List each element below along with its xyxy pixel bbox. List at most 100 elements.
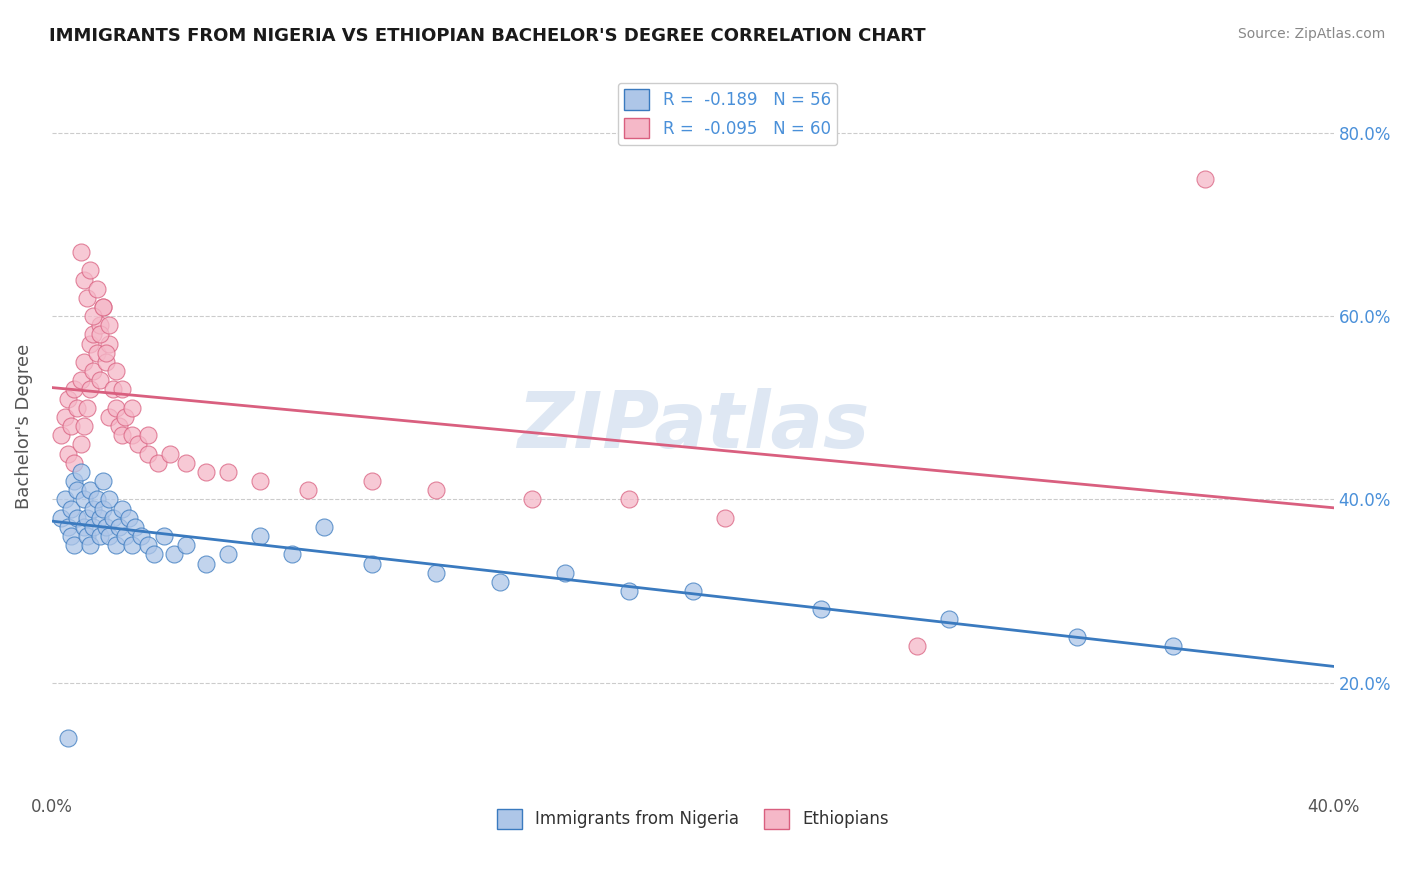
Point: [127, 437, 149, 451]
Point: [98, 492, 121, 507]
Point: [82, 520, 104, 534]
Point: [89, 318, 111, 333]
Point: [66, 483, 89, 498]
Point: [143, 548, 166, 562]
Legend: Immigrants from Nigeria, Ethiopians: Immigrants from Nigeria, Ethiopians: [489, 802, 896, 836]
Point: [617, 584, 640, 599]
Point: [82, 327, 104, 342]
Point: [121, 401, 143, 415]
Point: [98, 336, 121, 351]
Point: [121, 428, 143, 442]
Point: [361, 557, 384, 571]
Text: ZIPatlas: ZIPatlas: [516, 388, 869, 464]
Point: [131, 529, 153, 543]
Point: [69, 465, 91, 479]
Point: [91, 474, 114, 488]
Point: [489, 574, 512, 589]
Point: [53, 492, 76, 507]
Point: [63, 383, 86, 397]
Point: [56, 392, 79, 406]
Point: [79, 483, 101, 498]
Point: [76, 401, 98, 415]
Point: [118, 510, 141, 524]
Point: [63, 474, 86, 488]
Point: [361, 474, 384, 488]
Point: [136, 428, 159, 442]
Point: [111, 383, 134, 397]
Point: [162, 548, 184, 562]
Point: [522, 492, 544, 507]
Point: [73, 492, 96, 507]
Point: [314, 520, 336, 534]
Point: [553, 566, 575, 580]
Point: [194, 557, 217, 571]
Point: [617, 492, 640, 507]
Point: [89, 510, 111, 524]
Point: [98, 318, 121, 333]
Point: [114, 529, 136, 543]
Point: [59, 501, 82, 516]
Point: [111, 501, 134, 516]
Point: [810, 602, 832, 616]
Point: [194, 465, 217, 479]
Point: [73, 355, 96, 369]
Point: [82, 309, 104, 323]
Point: [176, 538, 198, 552]
Point: [79, 383, 101, 397]
Point: [59, 529, 82, 543]
Point: [96, 346, 118, 360]
Point: [98, 409, 121, 424]
Point: [297, 483, 319, 498]
Point: [713, 510, 735, 524]
Point: [56, 731, 79, 745]
Point: [53, 409, 76, 424]
Point: [69, 245, 91, 260]
Point: [69, 437, 91, 451]
Point: [176, 456, 198, 470]
Point: [76, 529, 98, 543]
Point: [104, 538, 127, 552]
Point: [96, 355, 118, 369]
Point: [66, 510, 89, 524]
Point: [114, 409, 136, 424]
Point: [91, 300, 114, 314]
Point: [79, 263, 101, 277]
Point: [91, 501, 114, 516]
Point: [89, 327, 111, 342]
Point: [56, 447, 79, 461]
Point: [51, 428, 73, 442]
Point: [76, 510, 98, 524]
Point: [153, 529, 176, 543]
Point: [104, 364, 127, 378]
Text: IMMIGRANTS FROM NIGERIA VS ETHIOPIAN BACHELOR'S DEGREE CORRELATION CHART: IMMIGRANTS FROM NIGERIA VS ETHIOPIAN BAC…: [49, 27, 925, 45]
Point: [63, 456, 86, 470]
Point: [1163, 639, 1185, 653]
Point: [425, 566, 447, 580]
Point: [101, 383, 124, 397]
Point: [121, 538, 143, 552]
Text: Source: ZipAtlas.com: Source: ZipAtlas.com: [1237, 27, 1385, 41]
Point: [79, 336, 101, 351]
Point: [89, 529, 111, 543]
Point: [136, 538, 159, 552]
Point: [682, 584, 704, 599]
Point: [217, 465, 239, 479]
Point: [69, 373, 91, 387]
Point: [51, 510, 73, 524]
Point: [76, 291, 98, 305]
Point: [73, 520, 96, 534]
Point: [82, 364, 104, 378]
Point: [98, 529, 121, 543]
Point: [1066, 630, 1088, 644]
Point: [79, 538, 101, 552]
Point: [425, 483, 447, 498]
Point: [249, 529, 271, 543]
Point: [905, 639, 928, 653]
Point: [96, 520, 118, 534]
Point: [86, 346, 108, 360]
Point: [217, 548, 239, 562]
Point: [86, 282, 108, 296]
Point: [136, 447, 159, 461]
Point: [111, 428, 134, 442]
Point: [104, 401, 127, 415]
